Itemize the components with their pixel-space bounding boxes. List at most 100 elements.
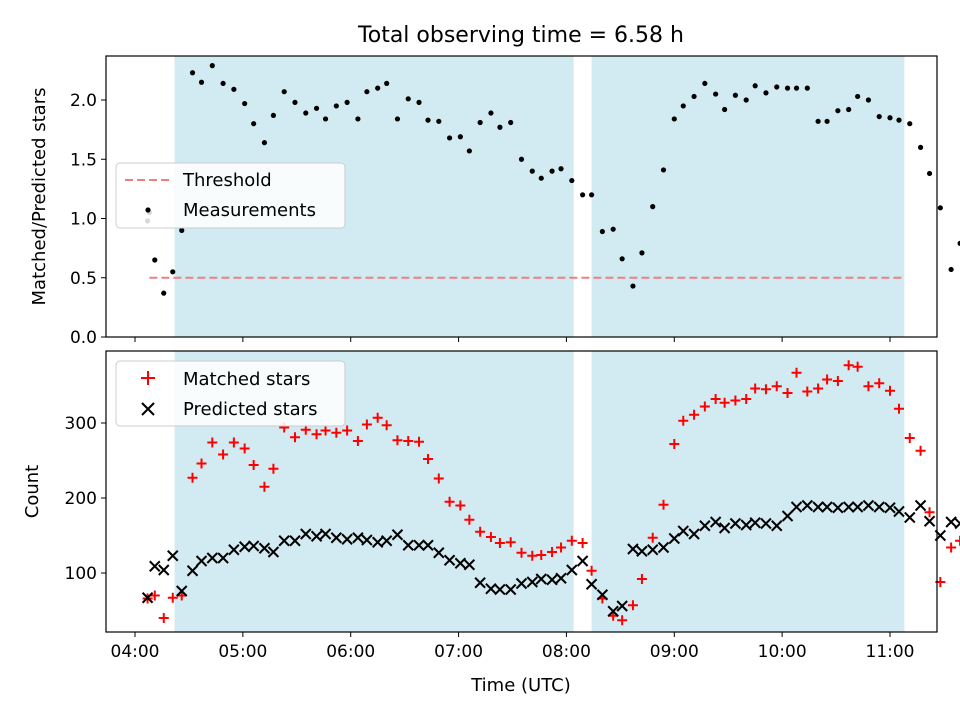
predicted-point-22 [361,534,373,546]
matched-point-20 [342,425,353,436]
predicted-point-3 [167,550,179,562]
matched-point-37 [516,547,527,558]
predicted-point-44 [585,578,598,590]
measurement-point-43 [569,177,575,184]
top-plot-frame [105,55,938,338]
measurement-point-34 [477,119,483,126]
predicted-point-28 [422,539,434,551]
measurement-point-49 [630,283,636,289]
matched-point-76 [915,445,926,456]
predicted-point-73 [884,502,896,514]
measurement-point-13 [261,140,268,146]
predicted-point-18 [319,528,332,540]
matched-point-73 [885,385,895,396]
top-legend: Threshold Measurements [115,162,346,229]
matched-point-29 [433,473,444,484]
measurement-point-61 [752,83,758,89]
predicted-point-77 [923,515,936,527]
measurement-point-8 [209,63,215,69]
matched-point-58 [730,395,741,406]
predicted-point-4 [176,585,188,597]
predicted-point-79 [945,516,957,528]
predicted-point-59 [740,519,752,531]
predicted-point-72 [873,501,885,513]
measurement-point-18 [313,105,320,111]
matched-point-9 [228,437,239,448]
matched-point-63 [782,388,793,398]
top-y-axis-label: Matched/Predicted stars [29,88,50,306]
measurement-point-79 [937,205,943,211]
predicted-stars-points [141,499,960,617]
measurement-point-23 [364,89,370,95]
matched-point-41 [556,542,567,553]
predicted-point-48 [627,543,639,555]
bottom-xtick-label-1: 05:00 [218,642,267,662]
measurement-point-10 [231,86,237,92]
predicted-point-0 [141,592,154,604]
top-ytick-label-1: 0.5 [70,269,97,289]
measurement-point-64 [784,85,791,91]
measurement-point-36 [497,124,503,130]
matched-point-59 [741,394,752,404]
predicted-point-57 [718,522,731,534]
matched-point-72 [874,378,885,389]
matched-point-66 [813,383,824,394]
predicted-point-43 [576,555,589,567]
predicted-point-14 [278,535,290,547]
predicted-point-27 [413,539,425,551]
matched-point-27 [414,436,425,447]
predicted-point-80 [954,517,960,530]
predicted-point-23 [371,536,384,548]
measurement-point-29 [425,117,431,123]
bottom-xtick-label-3: 07:00 [434,642,483,662]
legend-predicted-label: Predicted stars [183,399,317,420]
measurement-point-25 [384,80,390,87]
matched-point-7 [207,437,218,448]
measurement-point-57 [713,91,719,97]
top-x-ticks [134,337,891,342]
measurement-point-53 [671,116,677,122]
predicted-point-63 [781,510,794,522]
legend-measurements-swatch [145,207,151,213]
matched-point-42 [566,535,577,546]
matched-point-2 [158,613,169,623]
measurement-point-16 [292,99,298,105]
bottom-xtick-label-4: 08:00 [542,642,591,662]
legend-matched-label: Matched stars [183,369,310,390]
measurement-point-69 [835,108,841,114]
measurement-point-59 [732,92,739,98]
bottom-xtick-label-6: 10:00 [758,642,807,662]
predicted-point-54 [688,528,700,540]
matched-point-3 [167,592,178,603]
measurement-point-41 [549,168,555,174]
matched-point-12 [259,481,270,492]
predicted-point-31 [454,557,467,569]
predicted-point-38 [526,576,538,588]
matched-point-5 [187,472,198,483]
measurement-point-55 [691,93,697,100]
top-ytick-label-0: 0.0 [70,328,97,348]
predicted-point-15 [289,535,301,547]
measurement-point-63 [774,84,780,90]
measurement-point-20 [333,103,339,109]
bottom-y-ticks: 100 200 300 [65,414,106,584]
predicted-point-40 [546,574,558,586]
bottom-plot-frame [105,350,938,633]
bottom-ytick-label-1: 200 [65,489,97,509]
predicted-point-16 [300,528,312,540]
predicted-point-24 [380,535,393,547]
measurement-point-22 [355,116,361,122]
predicted-point-1 [149,560,161,572]
predicted-point-69 [842,501,855,513]
bottom-y-axis-label: Count [22,465,43,518]
matched-point-77 [924,507,935,518]
matched-point-57 [719,397,730,408]
predicted-point-7 [206,552,219,564]
matched-point-30 [444,496,455,507]
measurement-point-28 [416,99,422,105]
measurement-point-60 [743,97,749,103]
predicted-point-65 [801,499,814,512]
predicted-point-52 [668,532,680,545]
measurement-point-73 [876,113,882,120]
matched-point-38 [527,550,538,561]
